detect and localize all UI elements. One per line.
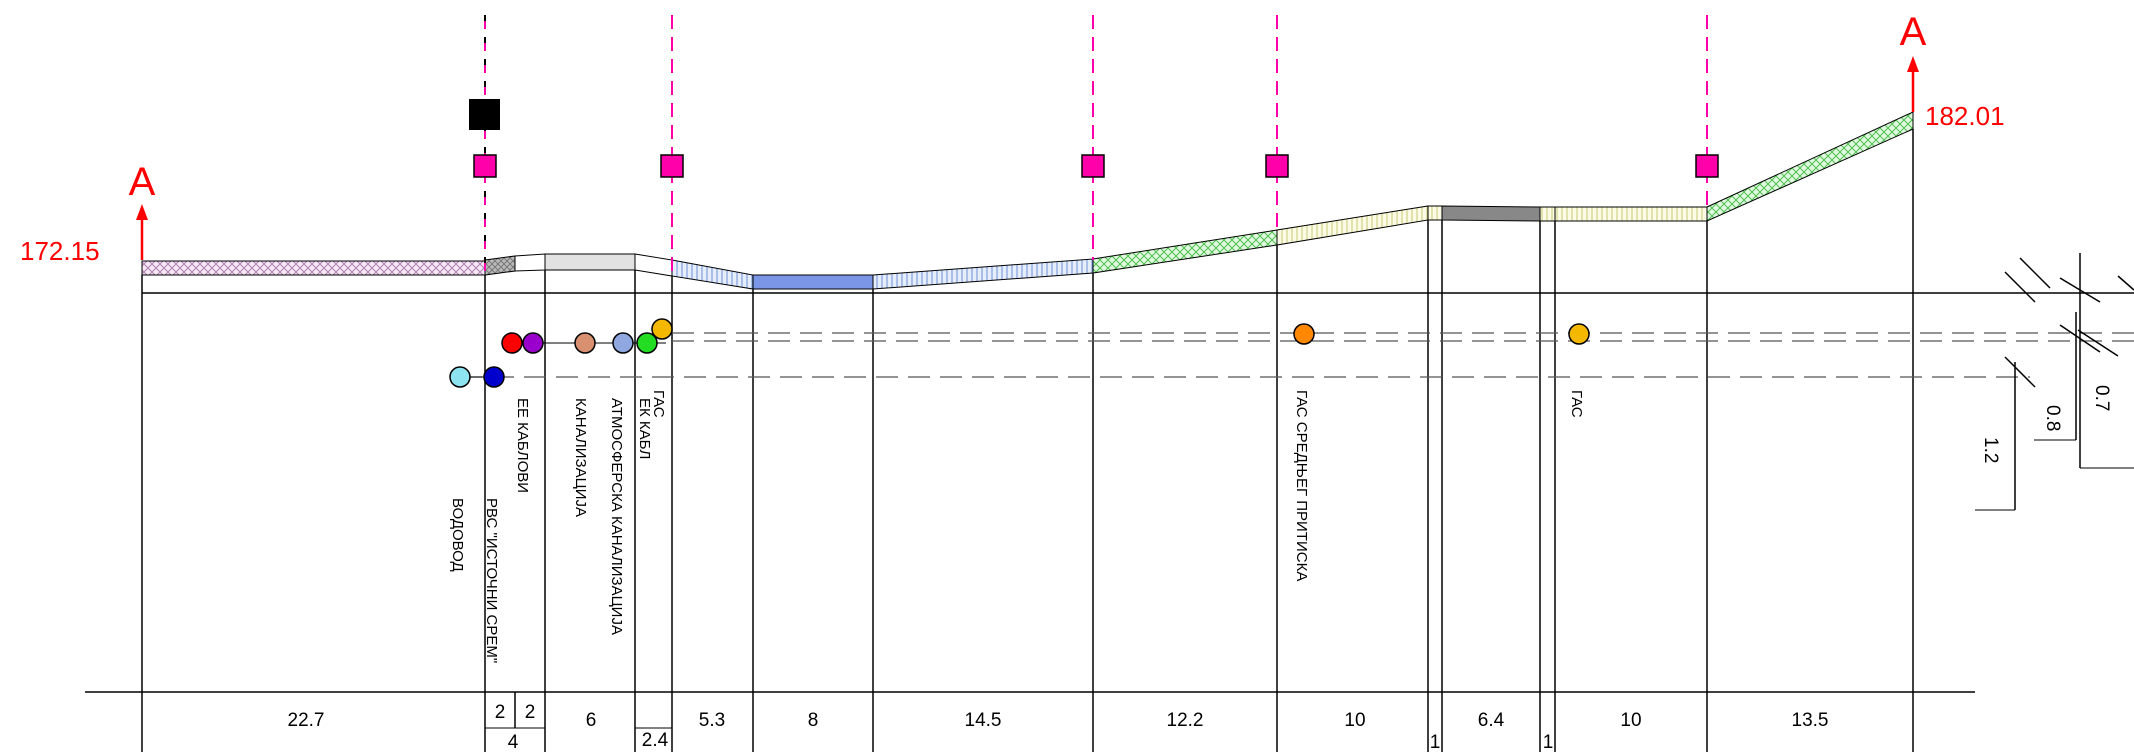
label-gas-srednjeg: ГАС СРЕДЊЕГ ПРИТИСКА (1293, 390, 1310, 581)
section-letter-left: A (129, 160, 156, 204)
strip-lightgray (544, 253, 636, 271)
width-2-b: 2 (525, 702, 536, 723)
depth-08: 0.8 (2042, 405, 2063, 431)
label-ee-kablovi: ЕЕ КАБЛОВИ (514, 398, 531, 493)
width-6: 6 (586, 710, 597, 731)
storm-sewer-pipe (612, 332, 634, 354)
strip-yellow-2 (1427, 205, 1443, 221)
width-1-b: 1 (1543, 732, 1554, 752)
width-10-a: 10 (1344, 710, 1365, 731)
strip-white-1 (514, 253, 546, 272)
reference-lines (85, 129, 2134, 752)
pole-marker-3 (1081, 154, 1105, 178)
pole-marker-5 (1695, 154, 1719, 178)
section-marker-right: A (1900, 10, 1927, 112)
width-2-a: 2 (495, 702, 506, 723)
gas-pipe-2 (1568, 323, 1590, 345)
section-letter-right: A (1900, 10, 1927, 54)
ee-cable-purple (522, 332, 544, 354)
elevation-right: 182.01 (1925, 101, 2005, 131)
water-pipe-light (449, 366, 471, 388)
width-1-a: 1 (1430, 732, 1441, 752)
strip-purple (141, 260, 486, 276)
strip-white-2 (634, 253, 673, 277)
gas-medium-pipe (1293, 323, 1315, 345)
strip-yellow-3 (1539, 206, 1556, 222)
width-14-5: 14.5 (965, 710, 1002, 731)
depth-12: 1.2 (1980, 437, 2001, 463)
pole-marker-black (469, 99, 500, 130)
label-atmosferska: АТМОСФЕРСКА КАНАЛИЗАЦИЈА (608, 398, 625, 635)
poles (469, 15, 1719, 275)
strip-yellow-1 (1276, 205, 1429, 246)
strip-gray-hatch (484, 255, 516, 276)
water-pipe-dark (483, 366, 505, 388)
gas-pipe-1 (651, 318, 673, 340)
utility-pipes (449, 318, 1590, 388)
pole-marker-2 (660, 154, 684, 178)
utility-labels: ВОДОВОД РВС "ИСТОЧНИ СРЕМ" ЕЕ КАБЛОВИ КА… (449, 390, 1585, 663)
strip-yellow-4 (1554, 206, 1708, 222)
section-marker-left: A (129, 160, 156, 260)
depth-07: 0.7 (2091, 385, 2112, 411)
telecom-cable (636, 332, 658, 354)
ee-cable-red (501, 332, 523, 354)
width-13-5: 13.5 (1792, 710, 1829, 731)
strip-blue-hatch-2 (872, 258, 1094, 290)
strip-blue-hatch-1 (671, 259, 754, 290)
pole-marker-1 (473, 154, 497, 178)
strip-green-1 (1092, 229, 1278, 274)
label-gas-2: ГАС (1568, 390, 1585, 418)
utility-dash-lines (460, 332, 2134, 378)
label-rvs: РВС "ИСТОЧНИ СРЕМ" (483, 498, 500, 663)
width-dimensions: 22.7 2 2 4 6 2.4 5.3 8 14.5 12.2 10 1 6.… (288, 702, 1829, 752)
label-kanalizacija: КАНАЛИЗАЦИЈА (572, 398, 589, 517)
width-12-2: 12.2 (1167, 710, 1204, 731)
label-ek-kabl: ЕК КАБЛ (636, 398, 653, 459)
strip-green-2 (1706, 111, 1914, 222)
width-8: 8 (808, 710, 819, 731)
width-22-7: 22.7 (288, 710, 325, 731)
sewer-pipe (574, 332, 596, 354)
label-gas-1: ГАС (650, 390, 667, 418)
width-5-3: 5.3 (699, 710, 725, 731)
pole-marker-4 (1265, 154, 1289, 178)
strip-blue-solid (752, 274, 874, 290)
width-4: 4 (508, 732, 519, 752)
strip-darkgray (1441, 205, 1541, 222)
width-2-4: 2.4 (642, 730, 669, 751)
width-6-4: 6.4 (1478, 710, 1505, 731)
depth-dimensions (1975, 253, 2134, 511)
label-vodovod: ВОДОВОД (449, 498, 466, 572)
width-10-b: 10 (1620, 710, 1641, 731)
elevation-left: 172.15 (20, 236, 100, 266)
surface-layers (141, 111, 1914, 290)
